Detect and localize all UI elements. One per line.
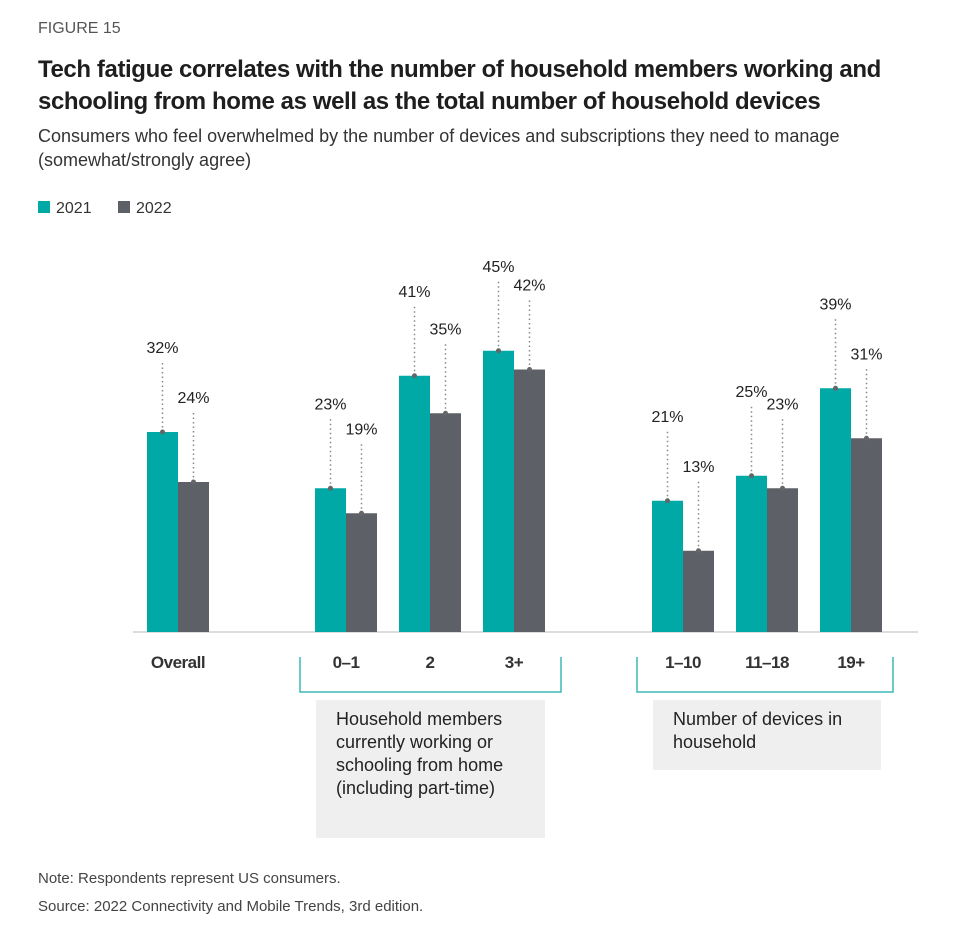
bar	[514, 369, 545, 632]
value-label: 41%	[398, 284, 430, 301]
leader-dot	[696, 548, 701, 554]
x-tick-label: 0–1	[333, 653, 360, 672]
leader-dot	[665, 498, 670, 504]
value-label: 24%	[177, 390, 209, 407]
legend-swatch	[38, 201, 50, 213]
value-label: 23%	[314, 396, 346, 413]
bar	[851, 438, 882, 632]
bar	[346, 513, 377, 632]
group-bracket	[299, 657, 562, 693]
x-tick-label: 11–18	[745, 653, 789, 672]
group-label: Household members currently working or s…	[316, 700, 545, 838]
leader-dot	[359, 510, 364, 516]
bar	[736, 475, 767, 632]
leader-dot	[527, 367, 532, 372]
figure-label: FIGURE 15	[38, 20, 121, 37]
bar	[483, 350, 514, 632]
leader-dot	[328, 485, 333, 491]
bar	[652, 500, 683, 632]
leader-dot	[833, 385, 838, 391]
leader-dot	[496, 348, 501, 354]
value-label: 19%	[345, 421, 377, 438]
leader-dot	[749, 473, 754, 479]
bar	[767, 488, 798, 632]
group-label: Number of devices in household	[653, 700, 881, 770]
chart-subtitle: Consumers who feel overwhelmed by the nu…	[38, 126, 840, 170]
bar	[315, 488, 346, 632]
leader-dot	[864, 435, 869, 441]
value-label: 21%	[651, 409, 683, 426]
legend-label: 2022	[136, 200, 172, 217]
group-bracket	[636, 657, 894, 693]
value-label: 25%	[735, 384, 767, 401]
bar	[430, 413, 461, 632]
note: Note: Respondents represent US consumers…	[38, 870, 341, 887]
bar	[178, 482, 209, 632]
leader-dot	[412, 373, 417, 379]
leader-dot	[780, 485, 785, 491]
leader-dot	[443, 410, 448, 416]
x-tick-label: 19+	[837, 653, 865, 672]
value-label: 13%	[682, 459, 714, 476]
bar	[147, 432, 178, 632]
source: Source: 2022 Connectivity and Mobile Tre…	[38, 898, 424, 915]
value-label: 23%	[766, 396, 798, 413]
value-label: 42%	[513, 278, 545, 295]
x-tick-label: 2	[426, 653, 435, 672]
x-tick-label: 1–10	[665, 653, 701, 672]
value-label: 35%	[429, 321, 461, 338]
leader-dot	[191, 479, 196, 485]
chart-title: Tech fatigue correlates with the number …	[38, 56, 881, 115]
value-label: 31%	[850, 346, 882, 363]
leader-dot	[160, 429, 165, 435]
legend-swatch	[118, 201, 130, 213]
legend-label: 2021	[56, 200, 92, 217]
value-label: 32%	[146, 340, 178, 357]
x-tick-label: Overall	[151, 653, 205, 672]
bar	[820, 388, 851, 632]
value-label: 39%	[819, 296, 851, 313]
bar	[683, 550, 714, 632]
value-label: 45%	[482, 259, 514, 276]
x-tick-label: 3+	[505, 653, 524, 672]
bar	[399, 375, 430, 632]
